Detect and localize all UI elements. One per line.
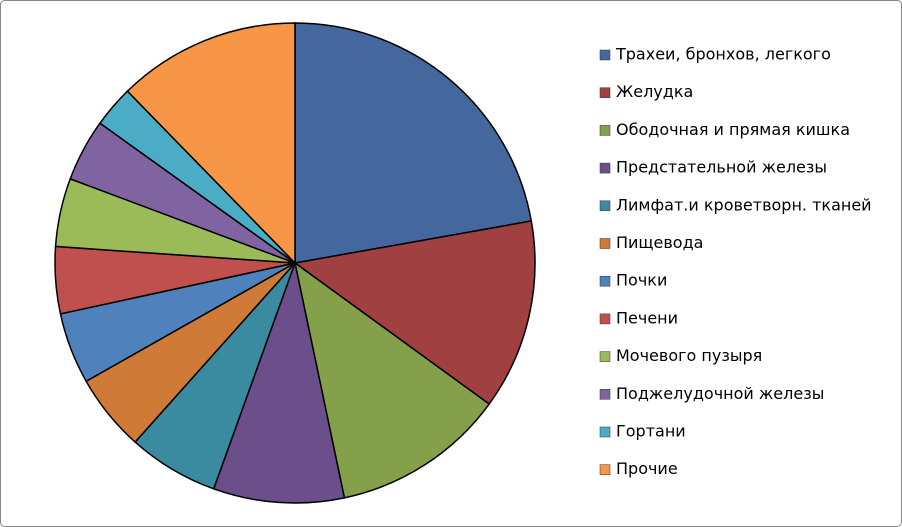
legend-swatch — [599, 162, 611, 174]
legend-label: Ободочная и прямая кишка — [616, 120, 850, 139]
legend-swatch — [599, 200, 611, 212]
legend-swatch — [599, 87, 611, 98]
legend-label: Прочие — [616, 459, 678, 478]
pie-slice — [126, 22, 296, 265]
legend-label: Предстательной железы — [616, 158, 827, 177]
legend-label: Гортани — [616, 422, 686, 441]
pie-slice — [212, 260, 346, 504]
legend-swatch — [599, 49, 611, 61]
legend-label: Лимфат.и кроветворн. тканей — [616, 195, 872, 214]
legend-swatch — [599, 389, 611, 400]
legend-label: Желудка — [616, 82, 693, 101]
legend-label: Трахеи, бронхов, легкого — [615, 45, 831, 64]
legend-swatch — [599, 426, 611, 438]
legend-swatch — [599, 464, 611, 475]
pie-slice — [294, 22, 533, 264]
pie-slice — [293, 261, 491, 499]
legend-label: Печени — [616, 308, 678, 327]
legend-swatch — [599, 275, 611, 287]
legend-label: Пищевода — [616, 233, 703, 252]
pie-slice — [293, 220, 536, 406]
legend-swatch — [599, 351, 611, 362]
legend-label: Мочевого пузыря — [616, 346, 762, 365]
legend-swatch — [599, 238, 611, 249]
legend-swatch — [599, 125, 611, 136]
legend-label: Поджелудочной железы — [616, 384, 824, 403]
legend-swatch — [599, 313, 611, 325]
legend-label: Почки — [616, 271, 667, 290]
